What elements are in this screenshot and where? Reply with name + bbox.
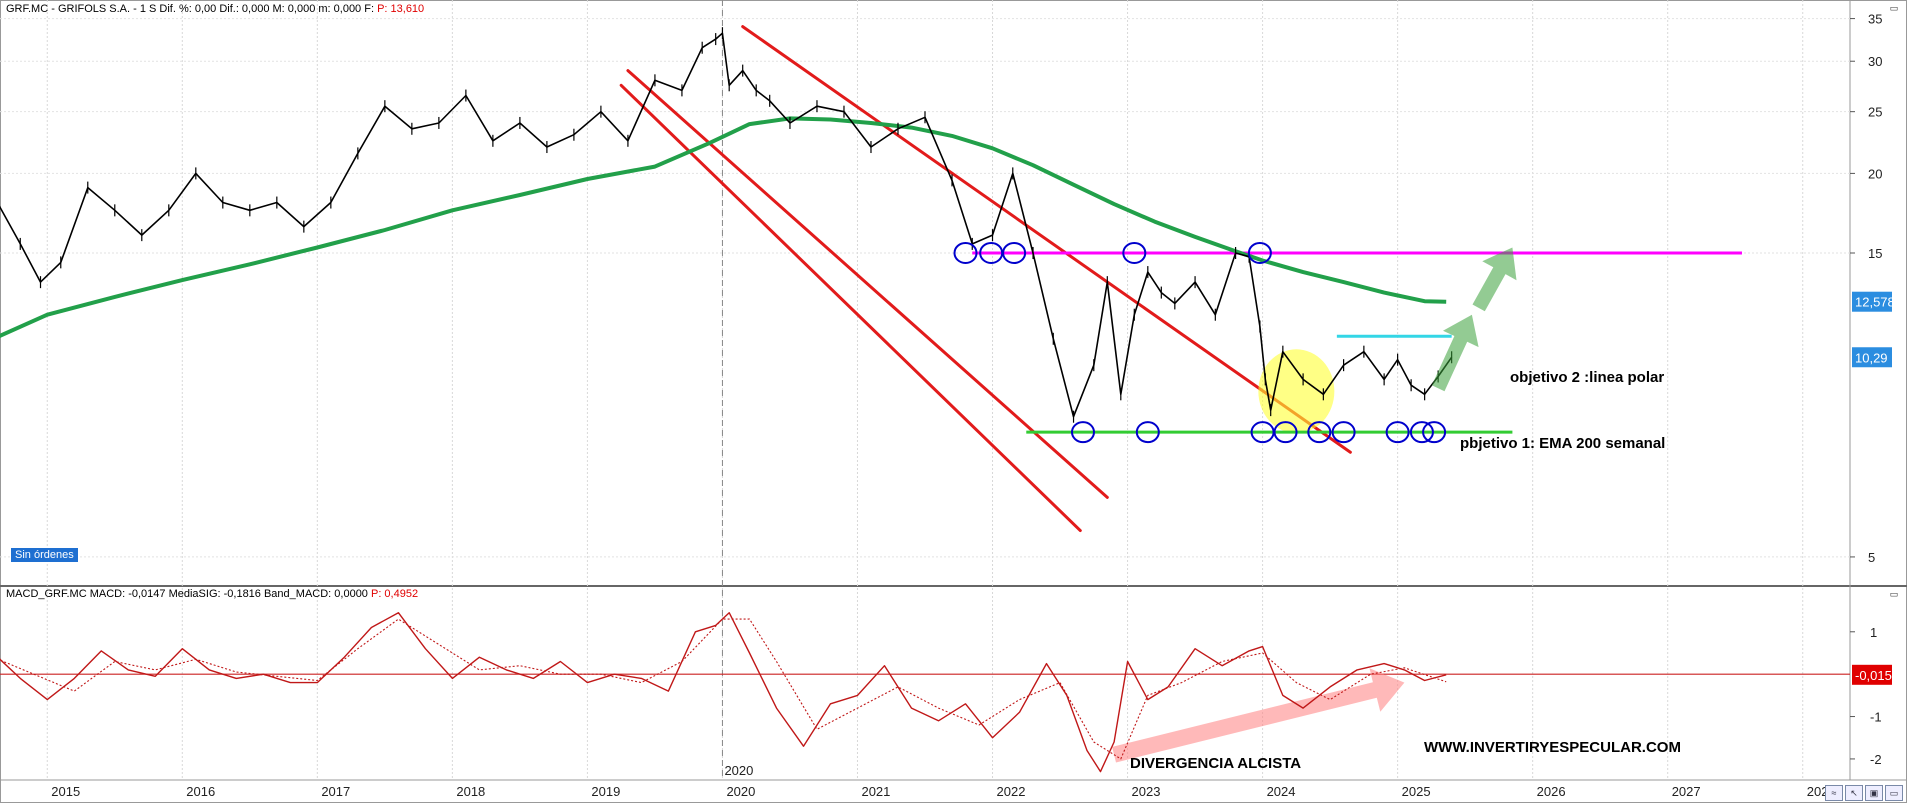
objetivo-1-label: pbjetivo 1: EMA 200 semanal	[1460, 435, 1665, 452]
maximize-macd-panel-button[interactable]: ▭	[1889, 589, 1899, 599]
macd-signal-line	[0, 618, 1447, 760]
price-header-value: P: 13,610	[377, 3, 425, 15]
touch-circle	[1422, 421, 1447, 444]
touch-circle	[1002, 241, 1027, 264]
year-tick-label: 2022	[997, 784, 1026, 799]
touch-circle	[1385, 421, 1410, 444]
divergence-arrow	[1112, 668, 1405, 763]
target-arrow	[1431, 314, 1479, 392]
year-tick-label: 2018	[456, 784, 485, 799]
macd-value-badge-bg	[1852, 664, 1892, 685]
price-line	[0, 32, 1453, 418]
year-tick-label: 2020	[726, 784, 755, 799]
price-tick-label: 20	[1868, 166, 1882, 181]
price-header-text: GRF.MC - GRIFOLS S.A. - 1 S Dif. %: 0,00…	[6, 3, 378, 15]
macd-tick-label: 1	[1870, 625, 1877, 640]
cursor-icon[interactable]: ↖	[1845, 785, 1863, 801]
touch-circle	[1247, 241, 1272, 264]
touch-circle	[1307, 421, 1332, 444]
touch-circle	[1070, 421, 1095, 444]
orders-badge[interactable]: Sin órdenes	[11, 548, 78, 562]
website-label: WWW.INVERTIRYESPECULAR.COM	[1424, 739, 1681, 756]
save-icon[interactable]: ▣	[1865, 785, 1883, 801]
last-price-badge: 10,29	[1855, 350, 1888, 365]
channel-line	[619, 83, 1082, 533]
year-tick-label: 2017	[321, 784, 350, 799]
macd-tick-label: -1	[1870, 710, 1882, 725]
macd-line	[0, 612, 1447, 773]
touch-circle	[1273, 421, 1298, 444]
price-tick-label: 25	[1868, 105, 1882, 120]
year-tick-label: 2023	[1132, 784, 1161, 799]
highlight-blob	[1258, 349, 1335, 434]
macd-value-badge: -0,015	[1855, 668, 1892, 683]
macd-tick-label: -2	[1870, 752, 1882, 767]
touch-circle	[953, 241, 978, 264]
year-tick-label: 2024	[1267, 784, 1296, 799]
macd-panel-header: MACD_GRF.MC MACD: -0,0147 MediaSIG: -0,1…	[6, 588, 418, 600]
year-tick-label: 2019	[591, 784, 620, 799]
cursor-year-label: 2020	[724, 763, 753, 778]
year-tick-label: 2015	[51, 784, 80, 799]
touch-circle	[1122, 241, 1147, 264]
last-price-badge-bg	[1852, 347, 1892, 368]
ema-price-badge-bg	[1852, 291, 1892, 312]
year-tick-label: 2021	[861, 784, 890, 799]
objetivo-2-label: objetivo 2 :linea polar	[1510, 369, 1664, 386]
price-tick-label: 30	[1868, 54, 1882, 69]
divergencia-label: DIVERGENCIA ALCISTA	[1130, 755, 1301, 772]
year-tick-label: 2016	[186, 784, 215, 799]
price-tick-label: 35	[1868, 12, 1882, 27]
year-tick-label: 2025	[1402, 784, 1431, 799]
maximize-price-panel-button[interactable]: ▭	[1889, 3, 1899, 13]
touch-circle	[1135, 421, 1160, 444]
bottom-toolbar: ≈ ↖ ▣ ▭	[1825, 785, 1903, 801]
macd-header-text: MACD_GRF.MC MACD: -0,0147 MediaSIG: -0,1…	[6, 588, 371, 600]
window-icon[interactable]: ▭	[1885, 785, 1903, 801]
touch-circle	[1331, 421, 1356, 444]
ema-price-badge: 12,578	[1855, 295, 1895, 310]
ema-200-line	[0, 116, 1447, 338]
price-tick-label: 15	[1868, 246, 1882, 261]
macd-header-value: P: 0,4952	[370, 588, 419, 600]
year-tick-label: 2027	[1672, 784, 1701, 799]
channel-line	[741, 25, 1352, 454]
touch-circle	[1409, 421, 1434, 444]
wave-icon[interactable]: ≈	[1825, 785, 1843, 801]
target-arrow	[1472, 247, 1517, 312]
year-tick-label: 2026	[1537, 784, 1566, 799]
price-panel-header: GRF.MC - GRIFOLS S.A. - 1 S Dif. %: 0,00…	[6, 3, 424, 15]
price-tick-label: 5	[1868, 550, 1875, 565]
